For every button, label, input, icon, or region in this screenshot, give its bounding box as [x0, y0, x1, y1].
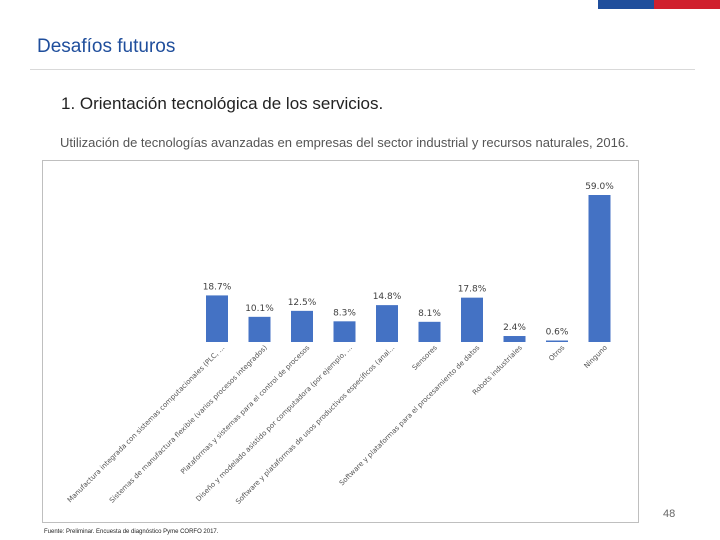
bar-5	[376, 305, 398, 342]
bar-10	[588, 195, 611, 342]
value-label-3: 12.5%	[288, 298, 317, 308]
page-number: 48	[663, 508, 676, 520]
category-label-9: Otros	[547, 344, 566, 363]
value-label-5: 14.8%	[373, 292, 402, 302]
value-label-7: 17.8%	[458, 285, 487, 295]
title-divider	[30, 69, 695, 70]
value-label-10: 59.0%	[585, 182, 614, 192]
flag-bar-red	[654, 0, 720, 9]
category-label-2: Sistemas de manufactura flexible (varios…	[108, 344, 269, 505]
flag-bar-blue	[598, 0, 654, 9]
category-label-4: Diseño y modelado asistido por computado…	[195, 344, 354, 503]
chart-frame	[42, 160, 639, 523]
bar-4	[333, 321, 356, 342]
bar-8	[503, 336, 526, 342]
value-label-9: 0.6%	[546, 328, 569, 338]
value-label-8: 2.4%	[503, 323, 526, 333]
chart-title: Utilización de tecnologías avanzadas en …	[60, 135, 629, 150]
bar-9	[546, 340, 568, 342]
bar-3	[291, 310, 313, 342]
category-label-7: Software y plataformas para el procesami…	[338, 344, 482, 488]
value-label-1: 18.7%	[203, 282, 232, 292]
value-label-4: 8.3%	[333, 308, 356, 318]
flag-bar	[598, 0, 720, 9]
bar-2	[248, 316, 271, 342]
source-note: Fuente: Preliminar. Encuesta de diagnóst…	[44, 529, 219, 535]
section-title: 1. Orientación tecnológica de los servic…	[61, 94, 384, 113]
bar-6	[418, 321, 441, 342]
page-title: Desafíos futuros	[37, 36, 176, 57]
chart-category-labels: Manufactura integrada con sistemas compu…	[66, 344, 609, 506]
bar-7	[461, 297, 483, 342]
category-label-1: Manufactura integrada con sistemas compu…	[66, 344, 227, 505]
category-label-6: Sensores	[411, 344, 439, 372]
chart-value-labels: 18.7% 10.1% 12.5% 8.3% 14.8% 8.1% 17.8% 2.4% 0.6…	[203, 182, 615, 338]
category-label-10: Ninguno	[583, 344, 609, 370]
value-label-2: 10.1%	[245, 304, 274, 314]
value-label-6: 8.1%	[418, 309, 441, 319]
chart-bars	[206, 195, 611, 342]
category-label-5: Software y plataformas de usos productiv…	[234, 344, 396, 506]
bar-1	[206, 295, 228, 342]
